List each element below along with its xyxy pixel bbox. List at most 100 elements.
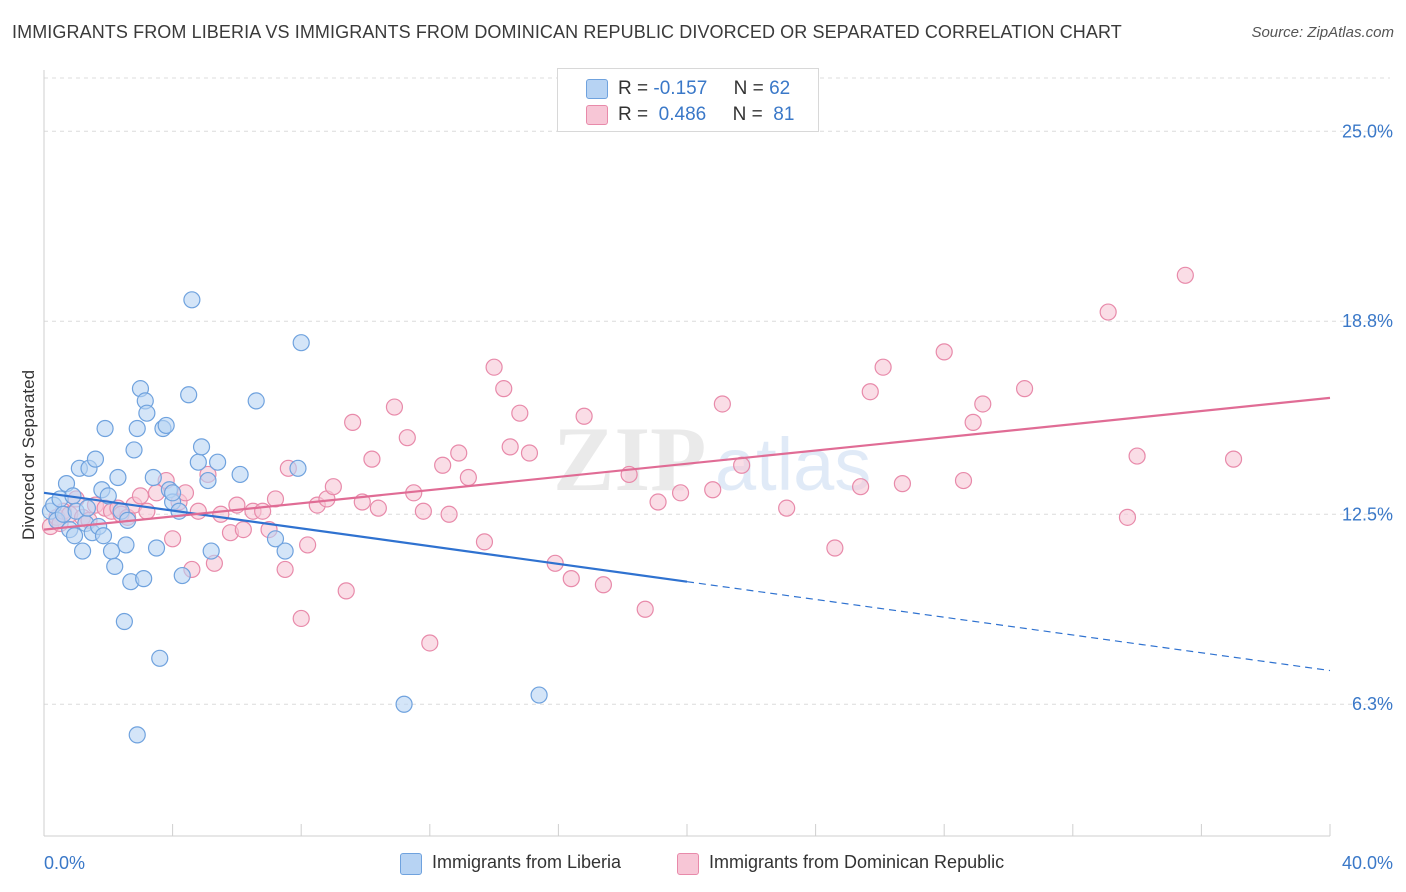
- point-dominican: [299, 536, 317, 554]
- point-dominican: [337, 582, 355, 600]
- y-tick-label: 25.0%: [1342, 121, 1393, 141]
- point-dominican: [421, 634, 439, 652]
- point-dominican: [398, 429, 416, 447]
- point-dominican: [575, 407, 593, 425]
- point-dominican: [826, 539, 844, 557]
- point-liberia: [202, 542, 220, 560]
- point-dominican: [852, 478, 870, 496]
- point-liberia: [144, 468, 162, 487]
- point-liberia: [266, 530, 285, 548]
- point-dominican: [234, 520, 252, 539]
- point-dominican: [1099, 303, 1117, 321]
- point-dominican: [189, 502, 207, 520]
- point-liberia: [164, 484, 182, 502]
- point-dominican: [935, 343, 953, 361]
- point-liberia: [151, 649, 169, 667]
- trend-line-liberia-extension: [686, 581, 1331, 672]
- point-dominican: [1015, 380, 1034, 398]
- y-tick-label: 12.5%: [1342, 504, 1393, 524]
- point-dominican: [520, 444, 539, 462]
- point-dominican: [475, 533, 494, 551]
- point-liberia: [199, 471, 217, 490]
- point-liberia: [94, 527, 113, 545]
- point-dominican: [369, 499, 387, 517]
- point-liberia: [78, 499, 97, 517]
- point-dominican: [276, 560, 294, 579]
- point-dominican: [713, 395, 731, 413]
- trend-line-dominican: [43, 396, 1331, 531]
- point-liberia: [128, 419, 146, 438]
- legend-r-value-liberia: -0.157: [653, 78, 708, 99]
- point-dominican: [501, 438, 519, 456]
- point-liberia: [157, 416, 175, 435]
- y-tick-label: 6.3%: [1352, 694, 1393, 714]
- bottom-legend-swatch-dominican: [677, 853, 699, 875]
- y-tick-label: 18.8%: [1342, 311, 1393, 331]
- point-liberia: [135, 570, 153, 588]
- bottom-legend-label-liberia: Immigrants from Liberia: [432, 852, 622, 872]
- point-dominican: [485, 358, 503, 376]
- point-liberia: [115, 612, 133, 631]
- bottom-legend-label-dominican: Immigrants from Dominican Republic: [709, 852, 1005, 872]
- legend-swatch-liberia: [586, 79, 608, 99]
- point-dominican: [1224, 450, 1243, 468]
- point-dominican: [1118, 508, 1137, 526]
- point-dominican: [131, 487, 150, 505]
- point-liberia: [117, 536, 135, 554]
- point-dominican: [1128, 447, 1146, 465]
- point-dominican: [495, 380, 513, 398]
- point-dominican: [450, 444, 468, 462]
- legend-n-label: N =: [732, 104, 763, 125]
- point-liberia: [289, 459, 307, 477]
- point-liberia: [73, 542, 92, 560]
- source-credit: Source: ZipAtlas.com: [1251, 24, 1394, 41]
- point-dominican: [511, 404, 529, 422]
- point-liberia: [106, 557, 124, 575]
- point-dominican: [212, 505, 230, 523]
- axes: [43, 70, 1331, 837]
- legend-swatch-dominican: [586, 105, 608, 125]
- point-dominican: [459, 468, 477, 487]
- legend-r-label: R =: [618, 78, 649, 99]
- point-liberia: [276, 542, 294, 560]
- point-dominican: [414, 502, 432, 520]
- point-liberia: [96, 419, 114, 438]
- point-liberia: [231, 465, 249, 484]
- point-liberia: [530, 686, 548, 704]
- x-tick-label: 0.0%: [44, 853, 85, 873]
- point-liberia: [183, 291, 201, 309]
- point-liberia: [99, 487, 117, 505]
- point-dominican: [385, 398, 404, 416]
- point-dominican: [861, 383, 879, 401]
- point-liberia: [395, 695, 413, 713]
- point-dominican: [671, 484, 690, 502]
- point-dominican: [324, 478, 342, 496]
- correlation-legend: R = -0.157 N = 62 R = 0.486 N = 81: [557, 68, 819, 132]
- point-dominican: [649, 493, 667, 511]
- legend-r-value-dominican: 0.486: [658, 104, 707, 125]
- point-dominican: [344, 413, 362, 431]
- point-dominican: [562, 570, 580, 588]
- point-liberia: [65, 527, 84, 545]
- chart-title: IMMIGRANTS FROM LIBERIA VS IMMIGRANTS FR…: [12, 22, 1122, 42]
- point-liberia: [125, 441, 143, 459]
- point-liberia: [192, 438, 211, 456]
- point-liberia: [147, 539, 166, 557]
- point-liberia: [180, 386, 198, 404]
- legend-n-value-liberia: 62: [769, 78, 791, 99]
- legend-r-label: R =: [618, 104, 649, 125]
- y-axis-label: Divorced or Separated: [19, 370, 38, 540]
- series-liberia-points: [41, 291, 548, 744]
- trend-lines: [43, 396, 1331, 672]
- legend-n-value-dominican: 81: [773, 104, 795, 125]
- point-liberia: [209, 453, 227, 471]
- point-liberia: [109, 468, 127, 487]
- point-liberia: [173, 566, 191, 585]
- point-dominican: [874, 358, 892, 376]
- point-dominican: [704, 481, 722, 499]
- point-dominican: [778, 499, 796, 517]
- y-tick-labels: 25.0% 18.8% 12.5% 6.3%: [1342, 121, 1393, 714]
- point-liberia: [86, 450, 105, 468]
- x-tick-label: 40.0%: [1342, 853, 1393, 873]
